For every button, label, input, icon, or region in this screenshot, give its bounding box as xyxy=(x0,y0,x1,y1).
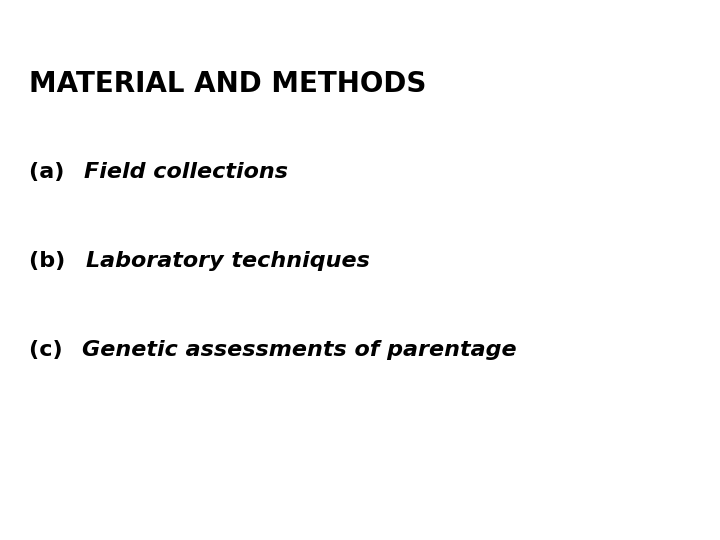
Text: (a): (a) xyxy=(29,162,72,182)
Text: Genetic assessments of parentage: Genetic assessments of parentage xyxy=(82,340,517,360)
Text: (c): (c) xyxy=(29,340,70,360)
Text: (b): (b) xyxy=(29,251,73,271)
Text: Field collections: Field collections xyxy=(84,162,289,182)
Text: MATERIAL AND METHODS: MATERIAL AND METHODS xyxy=(29,70,426,98)
Text: Laboratory techniques: Laboratory techniques xyxy=(86,251,369,271)
